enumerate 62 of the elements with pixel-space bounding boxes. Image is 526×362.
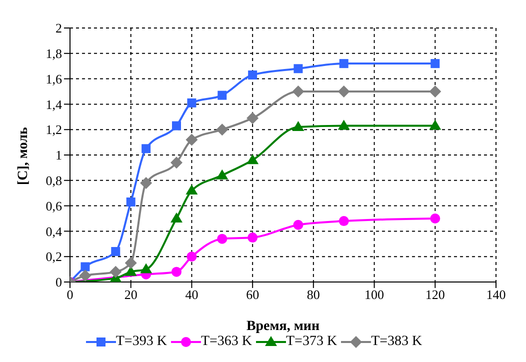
point [172,266,182,277]
point [186,134,198,146]
point [79,270,92,282]
y-tick-label: 1,6 [46,71,62,86]
x-tick-label: 40 [185,287,198,302]
x-tick-label: 60 [246,287,260,302]
point [430,214,440,224]
point [216,169,228,180]
x-tick-label: 140 [486,287,506,302]
y-tick-label: 0,8 [46,173,62,188]
y-tick-label: 2 [56,20,62,36]
legend-label: T=373 K [285,334,338,350]
point [110,266,122,278]
point [80,262,90,272]
point [186,252,197,262]
point [294,64,303,74]
point [292,121,304,132]
y-tick-label: 0,6 [46,198,62,214]
y-tick-label: 1,4 [46,96,62,112]
point [187,98,196,108]
point [140,263,152,274]
point [170,212,182,222]
point [172,121,181,130]
point [430,59,440,68]
point [339,59,348,68]
x-tick-label: 20 [124,287,138,302]
y-tick-label: 0 [56,274,62,290]
point [338,216,349,226]
x-tick-label: 100 [364,287,384,302]
legend-label: T=383 K [370,334,422,350]
point [218,90,227,100]
point [292,86,304,98]
x-tick-label: 80 [306,287,320,302]
point [429,120,442,130]
y-tick-label: 1,2 [46,122,62,138]
point [246,154,259,164]
x-axis-title: Время, мин [246,319,320,334]
point [140,176,152,189]
legend-label: T=393 K [114,334,167,350]
point [142,144,151,154]
point [217,234,228,244]
point [124,256,137,269]
y-tick-label: 1 [56,148,62,163]
y-tick-label: 0,4 [46,224,62,239]
y-tick-label: 0,2 [46,249,62,264]
point [338,120,350,130]
point [248,70,258,80]
point [111,247,120,256]
point [246,112,259,124]
legend-label: T=363 K [200,334,252,350]
y-tick-label: 1,8 [46,46,62,62]
y-axis-title: [C], моль [16,126,31,185]
point [429,86,442,98]
point [216,124,228,136]
point [248,232,258,243]
point [338,86,350,98]
x-tick-label: 120 [425,287,445,302]
point [186,184,198,195]
point [293,220,304,230]
point [126,197,136,206]
point [170,156,182,169]
x-tick-label: 0 [66,287,74,302]
